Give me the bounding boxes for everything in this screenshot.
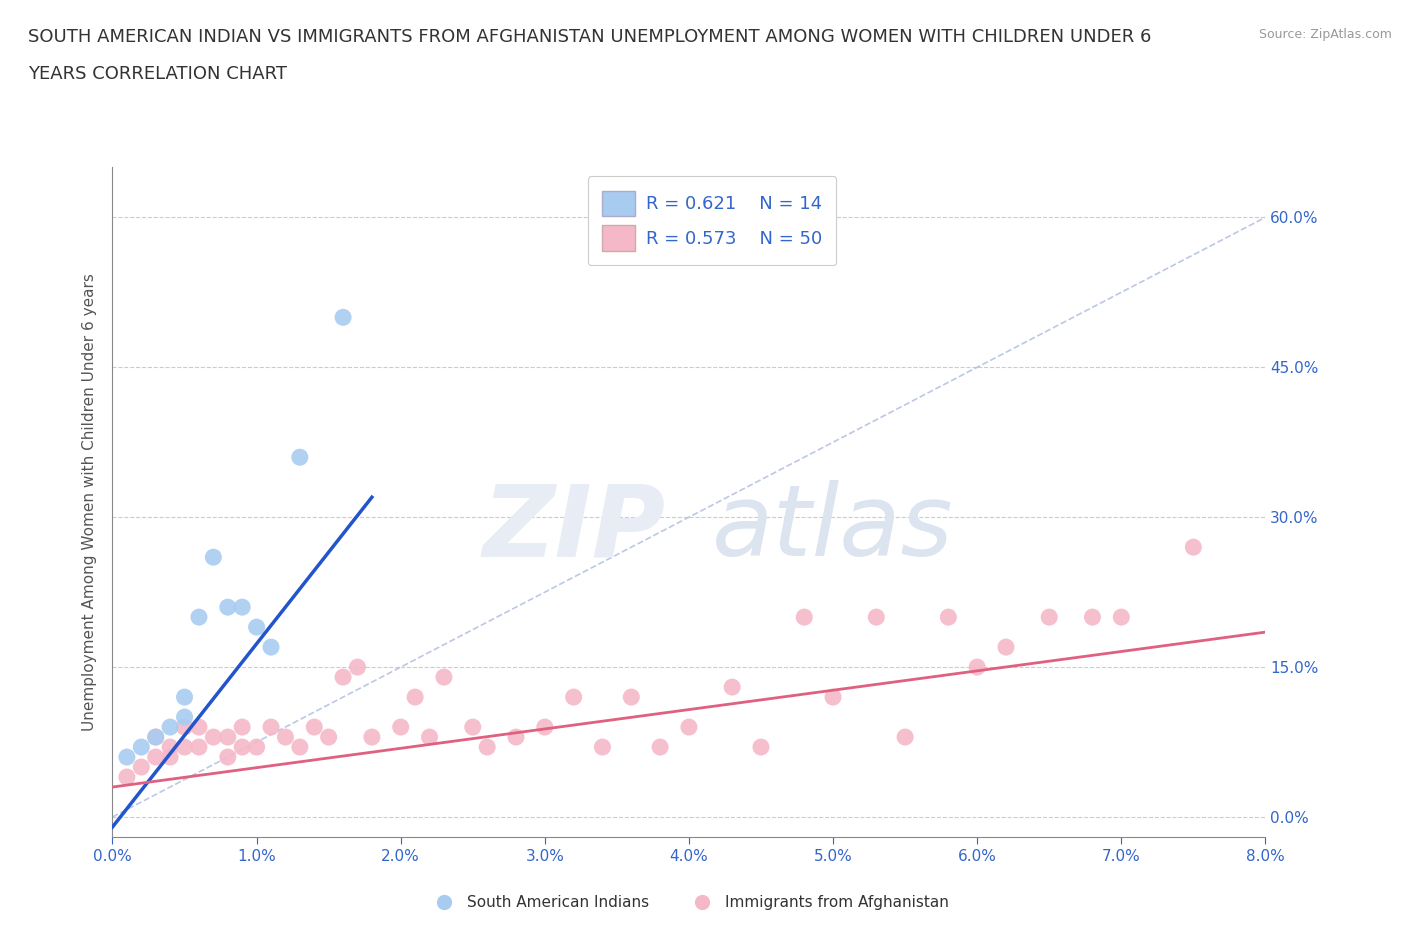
Text: Source: ZipAtlas.com: Source: ZipAtlas.com: [1258, 28, 1392, 41]
Point: [304, 720, 326, 735]
Legend: South American Indians, Immigrants from Afghanistan: South American Indians, Immigrants from …: [423, 889, 955, 916]
Point: [389, 720, 412, 735]
Point: [217, 600, 239, 615]
Point: [533, 720, 555, 735]
Point: [318, 730, 340, 745]
Point: [159, 720, 181, 735]
Point: [505, 730, 527, 745]
Point: [231, 720, 253, 735]
Point: [894, 730, 917, 745]
Point: [562, 690, 585, 705]
Text: SOUTH AMERICAN INDIAN VS IMMIGRANTS FROM AFGHANISTAN UNEMPLOYMENT AMONG WOMEN WI: SOUTH AMERICAN INDIAN VS IMMIGRANTS FROM…: [28, 28, 1152, 46]
Point: [202, 730, 225, 745]
Point: [188, 720, 211, 735]
Point: [1111, 610, 1133, 625]
Point: [217, 750, 239, 764]
Point: [648, 739, 672, 754]
Point: [115, 770, 138, 785]
Point: [1182, 539, 1205, 554]
Point: [821, 690, 844, 705]
Point: [173, 710, 195, 724]
Point: [173, 720, 195, 735]
Point: [1081, 610, 1104, 625]
Point: [1038, 610, 1060, 625]
Point: [404, 690, 426, 705]
Point: [231, 739, 253, 754]
Point: [145, 730, 167, 745]
Point: [620, 690, 643, 705]
Point: [129, 739, 153, 754]
Point: [129, 760, 153, 775]
Point: [159, 750, 181, 764]
Text: YEARS CORRELATION CHART: YEARS CORRELATION CHART: [28, 65, 287, 83]
Point: [936, 610, 959, 625]
Point: [260, 640, 283, 655]
Point: [288, 450, 311, 465]
Point: [332, 310, 354, 325]
Point: [332, 670, 354, 684]
Point: [721, 680, 744, 695]
Point: [274, 730, 297, 745]
Point: [231, 600, 253, 615]
Point: [793, 610, 815, 625]
Point: [188, 739, 211, 754]
Point: [995, 640, 1018, 655]
Point: [475, 739, 498, 754]
Point: [173, 690, 195, 705]
Point: [419, 730, 441, 745]
Point: [145, 730, 167, 745]
Point: [360, 730, 382, 745]
Point: [346, 659, 368, 674]
Text: atlas: atlas: [711, 481, 953, 578]
Point: [188, 610, 211, 625]
Point: [217, 730, 239, 745]
Point: [592, 739, 614, 754]
Point: [288, 739, 311, 754]
Point: [173, 739, 195, 754]
Point: [159, 739, 181, 754]
Point: [966, 659, 988, 674]
Point: [202, 550, 225, 565]
Point: [245, 739, 267, 754]
Point: [433, 670, 456, 684]
Text: ZIP: ZIP: [482, 481, 666, 578]
Point: [865, 610, 887, 625]
Point: [749, 739, 772, 754]
Point: [145, 750, 167, 764]
Point: [461, 720, 484, 735]
Point: [260, 720, 283, 735]
Point: [115, 750, 138, 764]
Point: [245, 619, 267, 634]
Y-axis label: Unemployment Among Women with Children Under 6 years: Unemployment Among Women with Children U…: [82, 273, 97, 731]
Point: [678, 720, 700, 735]
